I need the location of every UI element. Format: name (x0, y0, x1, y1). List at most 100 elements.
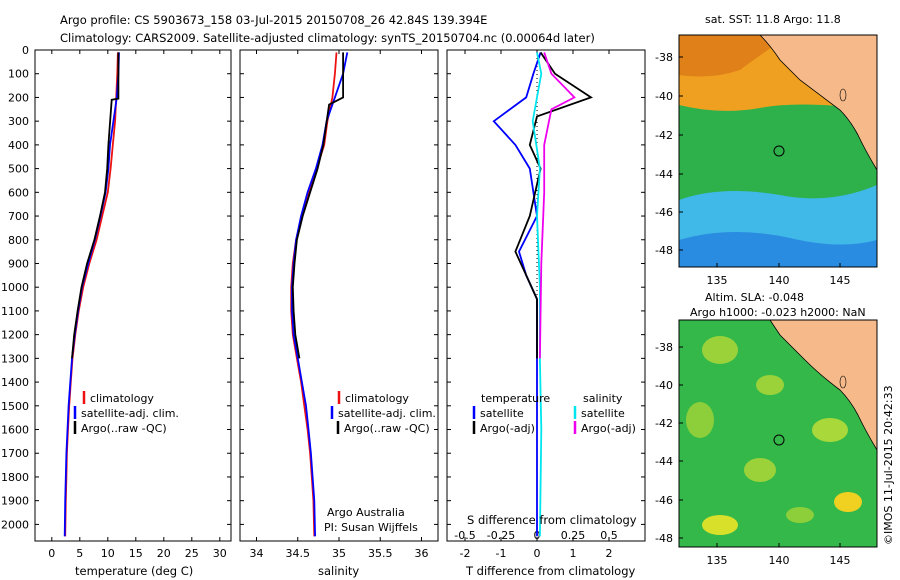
difference-legend: temperature satellite Argo(-adj) salinit… (472, 392, 636, 435)
legend-label-argo: Argo(..raw -QC) (344, 422, 430, 435)
depth-tick-label: 1200 (1, 329, 29, 342)
depth-tick-label: 1500 (1, 400, 29, 413)
depth-tick-label: 0 (22, 44, 29, 57)
x-tick-label: 0 (534, 547, 541, 560)
top-x-tick-label: 0.5 (600, 529, 618, 542)
lon-tick-label: 135 (707, 274, 728, 287)
series-line (539, 52, 576, 359)
depth-tick-label: 500 (8, 163, 29, 176)
legend-header-salinity: salinity (583, 392, 623, 405)
timestamp: ©IMOS 11-Jul-2015 20:42:33 (882, 385, 895, 545)
float-marker (773, 145, 785, 157)
x-tick-label: 15 (129, 547, 143, 560)
series-line (290, 52, 338, 537)
series-line (63, 52, 120, 537)
depth-tick-label: 1300 (1, 352, 29, 365)
x-tick-label: 35 (332, 547, 346, 560)
sst-map (678, 34, 878, 268)
legend-label-satellite: satellite-adj. clim. (81, 407, 179, 420)
legend-label-argo: Argo(..raw -QC) (81, 422, 167, 435)
x-tick-label: 20 (157, 547, 171, 560)
x-tick-label: 30 (213, 547, 227, 560)
x-tick-label: 10 (101, 547, 115, 560)
lat-tick-label: -40 (655, 90, 673, 103)
salinity-panel-frame (239, 49, 439, 542)
header-line1: Argo profile: CS 5903673_158 03-Jul-2015… (60, 13, 487, 27)
lat-tick-label: -44 (655, 168, 673, 181)
x-tick-label: 34.5 (286, 547, 311, 560)
difference-panel-frame (446, 49, 646, 542)
lat-tick-label: -46 (655, 494, 673, 507)
salinity-xlabel: salinity (318, 564, 359, 578)
depth-axis: 0 100 200 300 400 500 600 700 800 900 1000 1100 1200… (1, 44, 645, 531)
depth-tick-label: 1100 (1, 305, 29, 318)
depth-tick-label: 800 (8, 234, 29, 247)
lat-tick-label: -42 (655, 417, 673, 430)
profile-lines (63, 51, 594, 537)
lat-tick-label: -48 (655, 532, 673, 545)
sla-map (678, 319, 878, 548)
series-line (531, 52, 543, 537)
x-tick-label: 2 (606, 547, 613, 560)
depth-tick-label: 1900 (1, 495, 29, 508)
lon-tick-label: 145 (830, 554, 851, 567)
series-line (492, 52, 542, 537)
depth-tick-label: 100 (8, 68, 29, 81)
x-tick-label: 36 (415, 547, 429, 560)
depth-tick-label: 1600 (1, 424, 29, 437)
lon-tick-label: 135 (707, 554, 728, 567)
lat-tick-label: -48 (655, 244, 673, 257)
depth-tick-label: 400 (8, 139, 29, 152)
depth-tick-label: 1000 (1, 281, 29, 294)
x-tick-label: 34 (250, 547, 264, 560)
lat-tick-label: -38 (655, 341, 673, 354)
x-axes: 0 5 10 15 20 25 30 34 34.5 35 35.5 36 -2 -1 0 1 2 -0.5 -0.… (48, 50, 618, 560)
legend-label-s-argo: Argo(-adj) (581, 422, 636, 435)
lat-tick-label: -40 (655, 379, 673, 392)
legend-label-s-satellite: satellite (581, 407, 625, 420)
lon-tick-label: 140 (769, 274, 790, 287)
legend-label-climatology: climatology (90, 392, 154, 405)
sst-map-title: sat. SST: 11.8 Argo: 11.8 (705, 13, 841, 26)
depth-tick-label: 300 (8, 115, 29, 128)
lon-tick-label: 145 (830, 274, 851, 287)
header-line2: Climatology: CARS2009. Satellite-adjuste… (60, 31, 595, 45)
depth-tick-label: 700 (8, 210, 29, 223)
depth-tick-label: 900 (8, 257, 29, 270)
sst-map-axes: 135 140 145 -38 -40 -42 -44 -46 -48 (655, 51, 850, 287)
x-tick-label: 5 (76, 547, 83, 560)
legend-label-satellite: satellite-adj. clim. (338, 407, 436, 420)
top-x-tick-label: 0.25 (561, 529, 586, 542)
depth-tick-label: 600 (8, 186, 29, 199)
lat-tick-label: -44 (655, 455, 673, 468)
legend-label-t-satellite: satellite (480, 407, 524, 420)
float-marker (773, 434, 785, 446)
lat-tick-label: -42 (655, 129, 673, 142)
legend-label-t-argo: Argo(-adj) (480, 422, 535, 435)
series-line (291, 52, 349, 537)
x-tick-label: 0 (48, 547, 55, 560)
x-tick-label: 1 (570, 547, 577, 560)
difference-xlabel: T difference from climatology (465, 564, 636, 578)
pi-label: PI: Susan Wijffels (324, 521, 418, 534)
lat-tick-label: -38 (655, 51, 673, 64)
depth-tick-label: 200 (8, 91, 29, 104)
sla-map-title-1: Altim. SLA: -0.048 (705, 291, 804, 304)
depth-tick-label: 2000 (1, 518, 29, 531)
depth-tick-label: 1800 (1, 471, 29, 484)
x-tick-label: -2 (460, 547, 471, 560)
x-tick-label: 35.5 (368, 547, 393, 560)
temperature-xlabel: temperature (deg C) (75, 564, 193, 578)
series-line (71, 52, 120, 359)
temperature-panel-frame (34, 49, 232, 542)
depth-tick-label: 1700 (1, 447, 29, 460)
series-line (291, 52, 345, 359)
legend-header-temperature: temperature (481, 392, 550, 405)
temperature-legend: climatology satellite-adj. clim. Argo(..… (73, 391, 179, 435)
lat-tick-label: -46 (655, 206, 673, 219)
difference-top-xlabel: S difference from climatology (467, 513, 637, 527)
sla-map-title-2: Argo h1000: -0.023 h2000: NaN (690, 306, 866, 319)
salinity-legend: climatology satellite-adj. clim. Argo(..… (330, 391, 436, 435)
argo-australia-label: Argo Australia (327, 506, 405, 519)
